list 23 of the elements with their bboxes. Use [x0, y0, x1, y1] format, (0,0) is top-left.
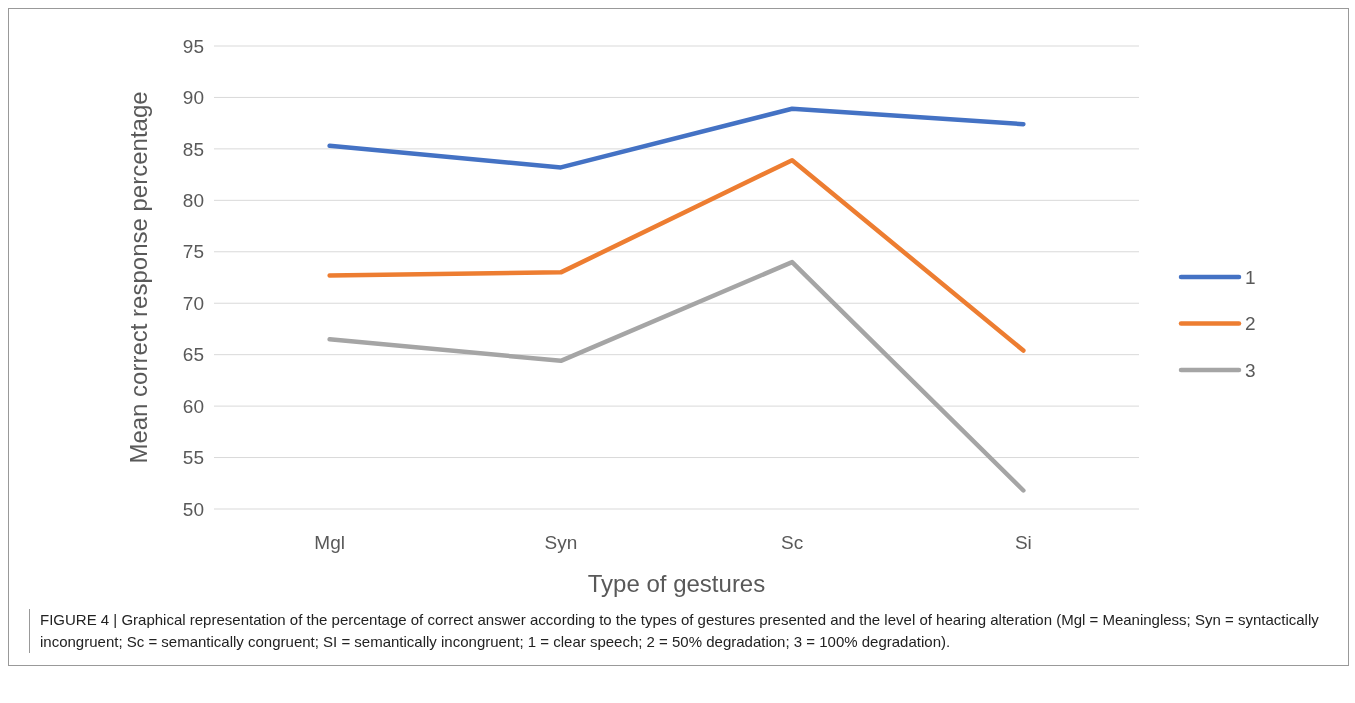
y-tick-label: 95 — [182, 35, 204, 57]
x-tick-label: Sc — [781, 532, 804, 553]
y-tick-label: 75 — [182, 241, 204, 263]
y-tick-label: 90 — [182, 87, 204, 109]
x-tick-label: Syn — [544, 532, 578, 553]
y-tick-label: 85 — [182, 138, 204, 160]
y-axis-title: Mean correct response percentage — [125, 91, 152, 464]
y-tick-label: 80 — [182, 189, 204, 211]
x-axis-title: Type of gestures — [587, 570, 766, 597]
line-series — [327, 106, 1026, 170]
legend-label: 1 — [1245, 266, 1256, 288]
legend-label: 3 — [1245, 359, 1256, 381]
x-tick-label: Si — [1014, 532, 1032, 553]
legend-label: 2 — [1245, 313, 1256, 335]
caption: FIGURE 4 | Graphical representation of the percentage of correct answer according to the types of gestures presented and the level of hearing alteration (Mgl = Meaningless; Syn = syntactically incongruent; Sc = semantically congruent; SI = semantically incongruent; 1 = clear speech; 2 = 50% degradation; 3 = 100% degradation). — [29, 609, 1328, 653]
x-tick-label: Mgl — [314, 532, 345, 553]
y-tick-label: 70 — [182, 292, 204, 314]
y-tick-label: 50 — [182, 498, 204, 520]
line-series — [327, 157, 1026, 353]
y-tick-label: 65 — [182, 344, 204, 366]
line-series — [327, 259, 1026, 493]
y-tick-label: 60 — [182, 395, 204, 417]
y-tick-label: 55 — [182, 447, 204, 469]
